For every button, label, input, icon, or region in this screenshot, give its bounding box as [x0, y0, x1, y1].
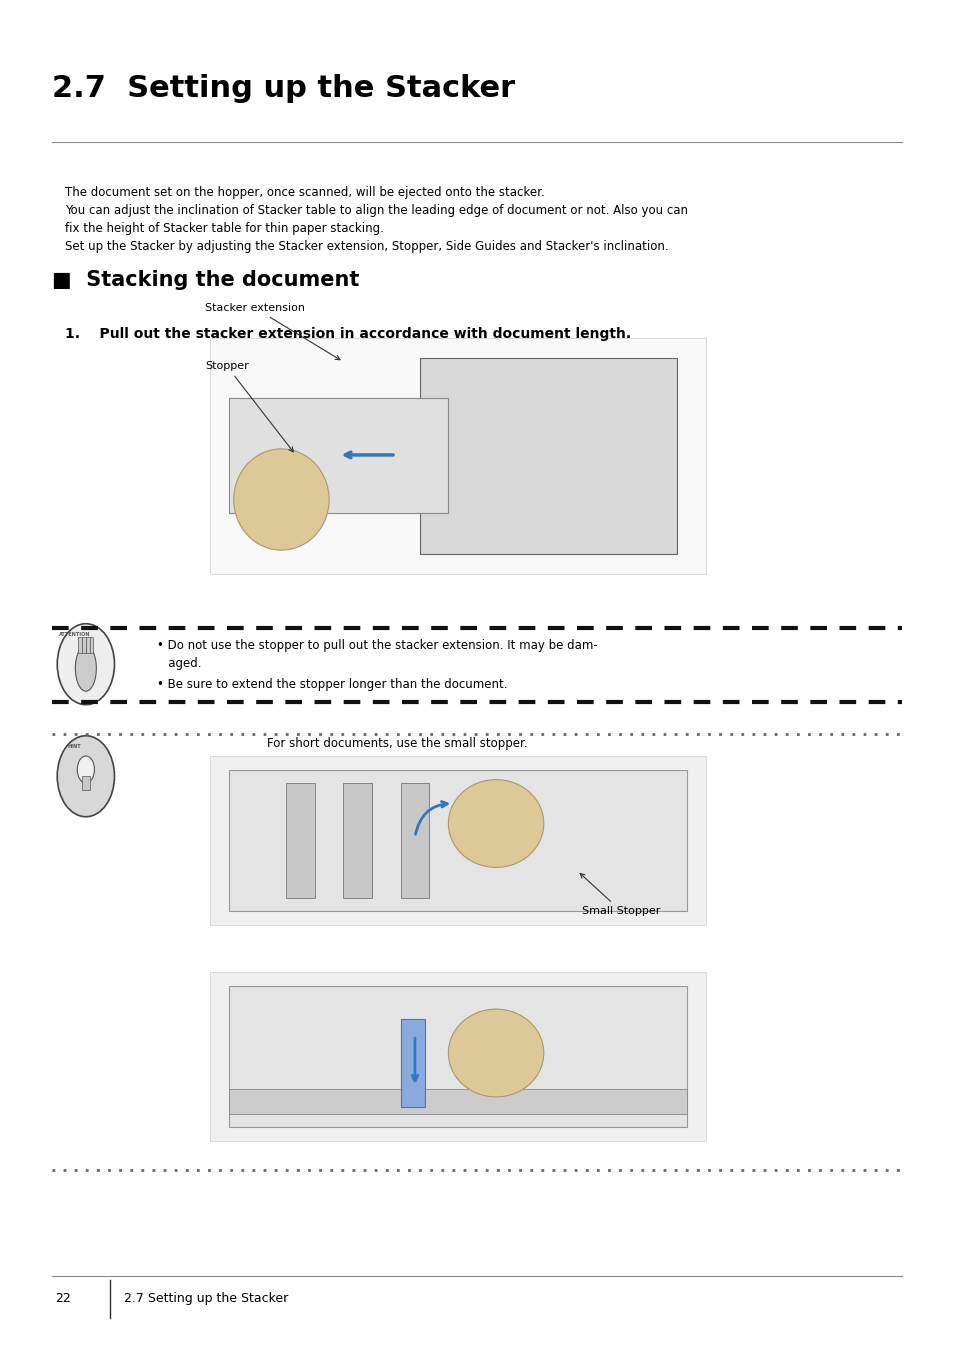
Text: Small Stopper: Small Stopper: [579, 873, 659, 915]
Ellipse shape: [77, 756, 94, 783]
Bar: [82, 637, 86, 653]
Text: HINT: HINT: [68, 744, 81, 749]
Text: 2.7 Setting up the Stacker: 2.7 Setting up the Stacker: [124, 1292, 288, 1305]
Bar: [419, 358, 677, 554]
Text: Stacker extension: Stacker extension: [205, 304, 339, 359]
Bar: [52, 628, 901, 702]
Text: ■  Stacking the document: ■ Stacking the document: [52, 270, 359, 290]
Bar: [229, 398, 448, 513]
Text: 22: 22: [55, 1292, 71, 1305]
Bar: [400, 1019, 424, 1107]
Bar: [229, 986, 686, 1127]
Text: The document set on the hopper, once scanned, will be ejected onto the stacker.
: The document set on the hopper, once sca…: [65, 186, 687, 254]
Bar: [210, 338, 705, 574]
Bar: [229, 769, 686, 911]
Circle shape: [57, 624, 114, 705]
Text: For short documents, use the small stopper.: For short documents, use the small stopp…: [267, 737, 527, 751]
Bar: [82, 776, 90, 790]
Ellipse shape: [75, 645, 96, 691]
Bar: [400, 783, 429, 898]
Bar: [86, 637, 90, 653]
Bar: [210, 756, 705, 925]
Bar: [90, 637, 93, 653]
Ellipse shape: [233, 448, 329, 551]
Text: • Be sure to extend the stopper longer than the document.: • Be sure to extend the stopper longer t…: [157, 678, 507, 691]
Text: Stopper: Stopper: [205, 362, 293, 452]
Ellipse shape: [448, 780, 543, 868]
Bar: [210, 972, 705, 1141]
Bar: [343, 783, 372, 898]
Text: aged.: aged.: [157, 657, 202, 671]
Circle shape: [57, 736, 114, 817]
Text: • Do not use the stopper to pull out the stacker extension. It may be dam-: • Do not use the stopper to pull out the…: [157, 639, 598, 652]
Text: 2.7  Setting up the Stacker: 2.7 Setting up the Stacker: [52, 74, 515, 103]
Text: 1.    Pull out the stacker extension in accordance with document length.: 1. Pull out the stacker extension in acc…: [65, 327, 630, 340]
Bar: [286, 783, 314, 898]
Text: ATTENTION: ATTENTION: [59, 632, 91, 637]
Bar: [78, 637, 82, 653]
Ellipse shape: [448, 1010, 543, 1096]
Bar: [229, 1089, 686, 1114]
